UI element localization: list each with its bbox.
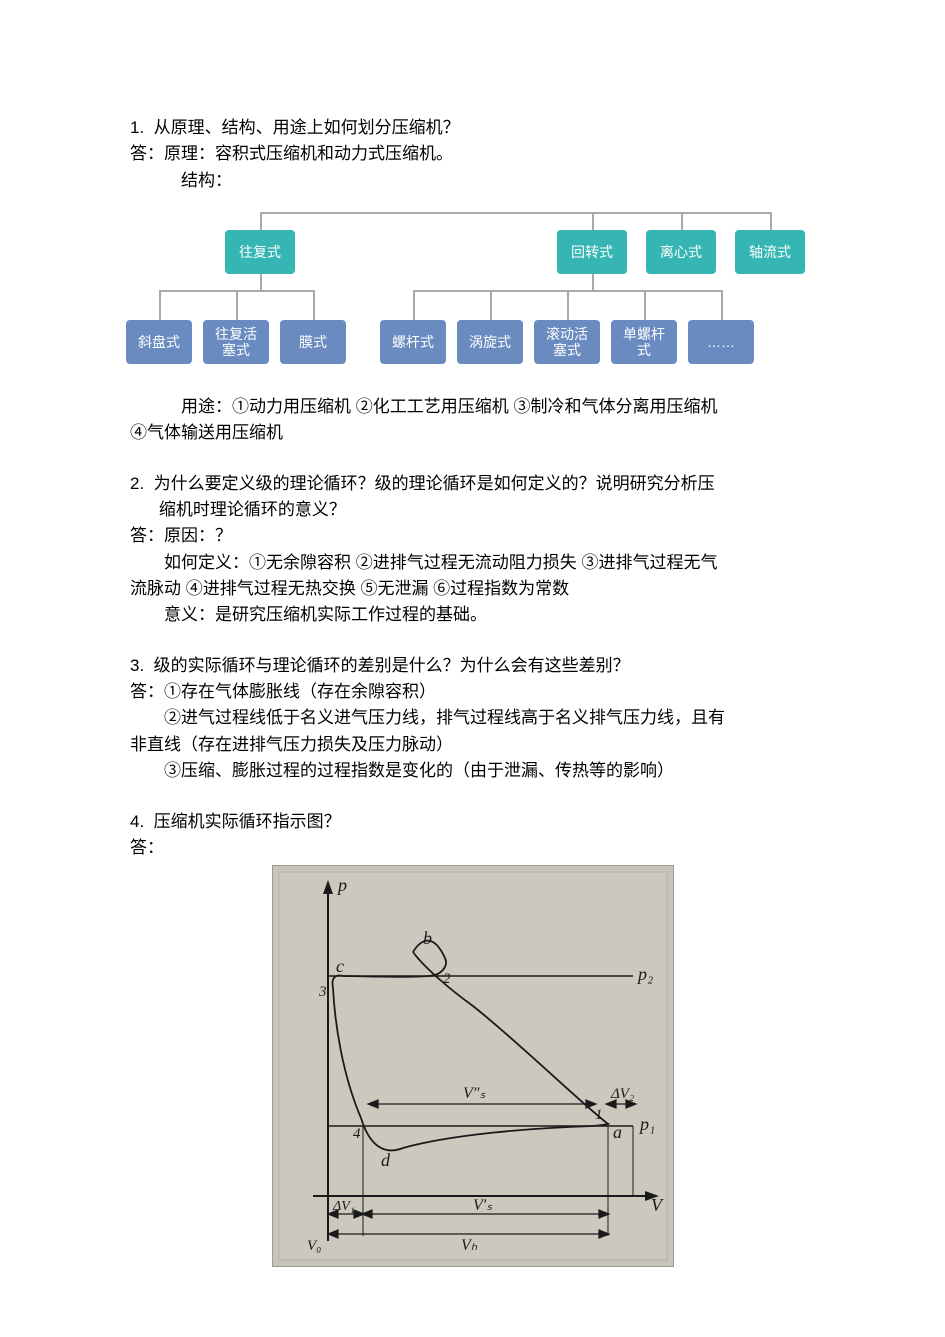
q3-a2-l2: 非直线（存在进排气压力损失及压力脉动）	[130, 732, 815, 758]
tree-connector	[260, 274, 262, 290]
tree-node-reciprocating: 往复式	[225, 230, 295, 274]
tree-node-single-screw: 单螺杆 式	[611, 320, 677, 364]
label-c: c	[336, 956, 344, 976]
q4-number: 4.	[130, 812, 144, 831]
q2: 2. 为什么要定义级的理论循环？级的理论循环是如何定义的？说明研究分析压	[130, 471, 815, 497]
q1-number: 1.	[130, 118, 144, 137]
q1: 1. 从原理、结构、用途上如何划分压缩机？	[130, 115, 815, 141]
label-p1: p₁	[638, 1114, 655, 1134]
tree-node-diaphragm: 膜式	[280, 320, 346, 364]
label-vs2: V″ₛ	[463, 1085, 486, 1102]
tree-connector	[260, 212, 770, 214]
q2-text-l1: 为什么要定义级的理论循环？级的理论循环是如何定义的？说明研究分析压	[154, 474, 715, 493]
label-2: 2	[443, 971, 451, 987]
tree-connector	[770, 212, 772, 230]
label-a: a	[613, 1122, 622, 1142]
tree-connector	[413, 290, 415, 320]
q2-text-l2: 缩机时理论循环的意义？	[130, 497, 815, 523]
tree-connector	[313, 290, 315, 320]
label-p2: p₂	[636, 964, 653, 984]
tree-node-more: ……	[688, 320, 754, 364]
tree-connector	[592, 274, 594, 290]
tree-node-rolling-piston: 滚动活 塞式	[534, 320, 600, 364]
pv-chart-svg: p V p₂ p₁ c b a d 2 3 4 1 V″ₛ ΔV₂ ΔV₁ V′…	[273, 866, 673, 1266]
q4-text: 压缩机实际循环指示图？	[154, 812, 341, 831]
label-b: b	[423, 928, 432, 948]
tree-node-scroll: 涡旋式	[457, 320, 523, 364]
tree-node-recip-piston: 往复活 塞式	[203, 320, 269, 364]
pv-indicator-diagram: p V p₂ p₁ c b a d 2 3 4 1 V″ₛ ΔV₂ ΔV₁ V′…	[272, 865, 674, 1267]
tree-connector	[490, 290, 492, 320]
label-v0: V₀	[307, 1238, 321, 1254]
q1-structure-label: 结构：	[130, 168, 815, 194]
q1-answer-line1: 答：原理：容积式压缩机和动力式压缩机。	[130, 141, 815, 167]
q3-text: 级的实际循环与理论循环的差别是什么？为什么会有这些差别？	[154, 656, 630, 675]
q3-a1: 答：①存在气体膨胀线（存在余隙容积）	[130, 679, 815, 705]
q2-meaning: 意义：是研究压缩机实际工作过程的基础。	[130, 602, 815, 628]
tree-connector	[236, 290, 238, 320]
q1-usage-line2: ④气体输送用压缩机	[130, 420, 815, 446]
tree-node-swash: 斜盘式	[126, 320, 192, 364]
q3-a2-l1: ②进气过程线低于名义进气压力线，排气过程线高于名义排气压力线，且有	[130, 705, 815, 731]
label-dv1: ΔV₁	[332, 1199, 355, 1214]
tree-node-rotary: 回转式	[557, 230, 627, 274]
q4-answer-label: 答：	[130, 835, 815, 861]
tree-connector	[721, 290, 723, 320]
answer-label: 答：	[130, 144, 164, 163]
label-vh: Vₕ	[461, 1237, 478, 1254]
q2-number: 2.	[130, 474, 144, 493]
q1-text: 从原理、结构、用途上如何划分压缩机？	[154, 118, 460, 137]
label-3: 3	[318, 984, 327, 1000]
tree-node-centrifugal: 离心式	[646, 230, 716, 274]
q1-principle-label: 原理：	[164, 144, 215, 163]
q3-a3: ③压缩、膨胀过程的过程指数是变化的（由于泄漏、传热等的影响）	[130, 758, 815, 784]
document-page: 1. 从原理、结构、用途上如何划分压缩机？ 答：原理：容积式压缩机和动力式压缩机…	[0, 0, 945, 1327]
label-vs1: V′ₛ	[473, 1197, 493, 1214]
q2-answer: 答：原因：？	[130, 523, 815, 549]
tree-node-screw: 螺杆式	[380, 320, 446, 364]
label-dv2: ΔV₂	[610, 1086, 634, 1102]
tree-connector	[592, 212, 594, 230]
label-4: 4	[353, 1126, 361, 1142]
q2-def-l1: 如何定义：①无余隙容积 ②进排气过程无流动阻力损失 ③进排气过程无气	[130, 550, 815, 576]
tree-connector	[260, 212, 262, 230]
label-p-axis: p	[336, 875, 347, 895]
label-d: d	[381, 1150, 391, 1170]
q1-principle-text: 容积式压缩机和动力式压缩机。	[215, 144, 453, 163]
compressor-tree-diagram: 往复式 回转式 离心式 轴流式 斜盘式 往复活 塞式 膜式 螺杆式 涡旋式 滚动…	[126, 200, 826, 390]
tree-connector	[159, 290, 161, 320]
tree-connector	[681, 212, 683, 230]
label-1: 1	[595, 1107, 603, 1123]
q3-number: 3.	[130, 656, 144, 675]
q4: 4. 压缩机实际循环指示图？	[130, 809, 815, 835]
tree-node-axial: 轴流式	[735, 230, 805, 274]
q1-usage-line1: 用途：①动力用压缩机 ②化工工艺用压缩机 ③制冷和气体分离用压缩机	[130, 394, 815, 420]
q3: 3. 级的实际循环与理论循环的差别是什么？为什么会有这些差别？	[130, 653, 815, 679]
tree-connector	[644, 290, 646, 320]
q2-def-l2: 流脉动 ④进排气过程无热交换 ⑤无泄漏 ⑥过程指数为常数	[130, 576, 815, 602]
tree-connector	[567, 290, 569, 320]
